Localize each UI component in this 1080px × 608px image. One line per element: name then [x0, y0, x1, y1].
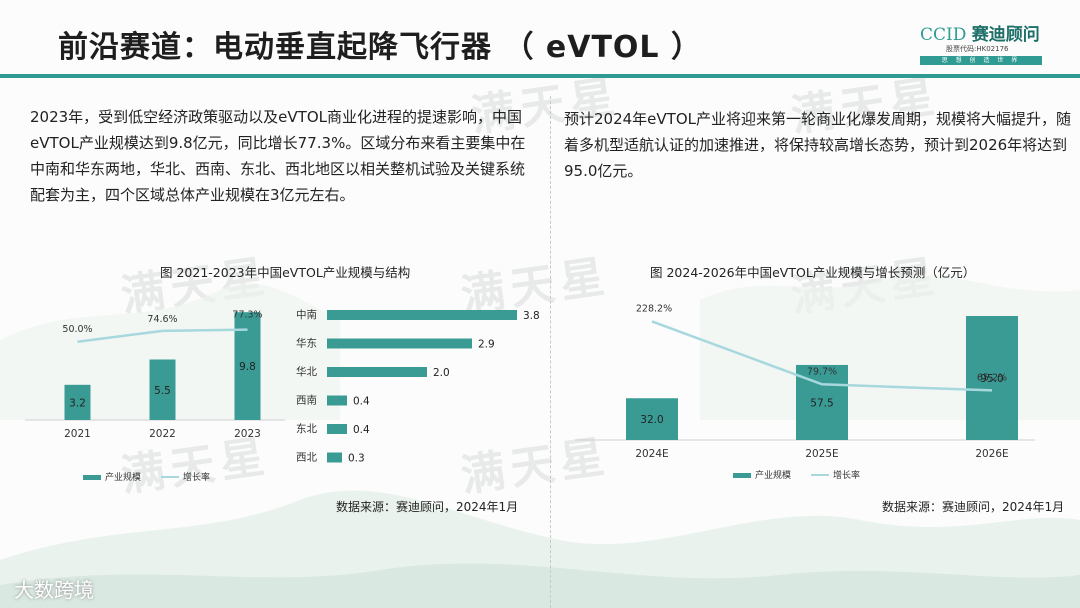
bar — [626, 398, 678, 440]
header: 前沿赛道：电动垂直起降飞行器 （ eVTOL ） CCID 赛迪顾问 股票代码:… — [0, 0, 1080, 78]
region-bar — [327, 452, 342, 463]
bar-value-label: 32.0 — [640, 414, 663, 426]
growth-line — [77, 328, 248, 344]
region-label: 西南 — [296, 394, 317, 407]
bar — [64, 384, 91, 420]
legend-bar-swatch — [733, 473, 751, 478]
right-paragraph: 预计2024年eVTOL产业将迎来第一轮商业化爆发周期，规模将大幅提升，随着多机… — [564, 110, 1071, 180]
bar-value-label: 9.8 — [239, 361, 256, 373]
x-tick-label: 2023 — [234, 428, 261, 440]
bar — [149, 359, 176, 420]
bar-value-label: 57.5 — [810, 397, 833, 409]
growth-rate-label: 50.0% — [62, 324, 92, 335]
region-bar — [327, 310, 517, 320]
legend-bar-swatch — [83, 475, 101, 480]
left-source: 数据来源：赛迪顾问，2024年1月 — [336, 500, 519, 514]
region-bar — [327, 367, 427, 377]
logo-slogan: 思 想 创 造 世 界 — [920, 56, 1042, 65]
legend-bar-label: 产业规模 — [105, 471, 141, 483]
logo-text: CCID 赛迪顾问 — [920, 25, 1040, 45]
bar-value-label: 3.2 — [69, 397, 86, 409]
region-label: 华北 — [296, 365, 317, 378]
growth-line — [651, 320, 993, 392]
bar-value-label: 5.5 — [154, 385, 171, 397]
stock-code: 股票代码:HK02176 — [946, 45, 1009, 53]
region-value-label: 3.8 — [523, 310, 540, 322]
region-bar — [327, 424, 347, 434]
region-label: 东北 — [296, 422, 317, 435]
right-source: 数据来源：赛迪顾问，2024年1月 — [882, 500, 1065, 514]
region-value-label: 2.0 — [433, 367, 450, 379]
legend-line-label: 增长率 — [833, 469, 860, 481]
footer-brand: 大数跨境 — [14, 578, 94, 602]
region-label: 西北 — [296, 452, 317, 464]
region-value-label: 0.4 — [353, 424, 370, 436]
chart-region-structure: 中南 3.8 华东 2.9 华北 2.0 西南 0.4 东北 0.4 西北 0.3 — [296, 308, 540, 465]
ccid-logo: CCID 赛迪顾问 股票代码:HK02176 思 想 创 造 世 界 — [920, 20, 1045, 70]
growth-rate-label: 77.3% — [232, 310, 262, 321]
page-title: 前沿赛道：电动垂直起降飞行器 （ eVTOL ） — [58, 30, 702, 65]
legend-line-label: 增长率 — [183, 471, 210, 483]
bar — [966, 316, 1018, 440]
left-chart-title: 图 2021-2023年中国eVTOL产业规模与结构 — [160, 265, 411, 280]
region-value-label: 0.4 — [353, 396, 370, 408]
right-chart-title: 图 2024-2026年中国eVTOL产业规模与增长预测（亿元） — [650, 265, 976, 280]
column-divider — [550, 96, 551, 608]
growth-rate-label: 74.6% — [147, 314, 177, 325]
x-tick-label: 2024E — [635, 448, 668, 460]
region-bar — [327, 395, 347, 406]
left-paragraph: 2023年，受到低空经济政策驱动以及eVTOL商业化进程的提速影响，中国eVTO… — [30, 108, 526, 204]
region-label: 华东 — [296, 337, 317, 350]
title-underline — [0, 74, 1080, 78]
x-tick-label: 2026E — [975, 448, 1008, 460]
growth-rate-label: 65.2% — [977, 372, 1007, 383]
region-value-label: 2.9 — [478, 339, 495, 351]
region-label: 中南 — [296, 308, 317, 321]
x-tick-label: 2022 — [149, 428, 176, 440]
legend-bar-label: 产业规模 — [755, 469, 791, 481]
growth-rate-label: 228.2% — [636, 303, 672, 314]
chart-scale-2021-2023: 3.2 2021 5.5 2022 9.8 2023 50.0% 74.6% 77.3% 产业规模… — [25, 310, 285, 483]
region-bar — [327, 338, 472, 349]
growth-rate-label: 79.7% — [807, 366, 837, 377]
x-tick-label: 2021 — [64, 428, 91, 440]
bar-value-label: 95.0 — [980, 373, 1003, 385]
x-tick-label: 2025E — [805, 448, 838, 460]
chart-forecast-2024-2026: 32.0 2024E 57.5 2025E 95.0 2026E 228.2% 79.7% 65… — [575, 303, 1035, 481]
region-value-label: 0.3 — [348, 453, 365, 465]
